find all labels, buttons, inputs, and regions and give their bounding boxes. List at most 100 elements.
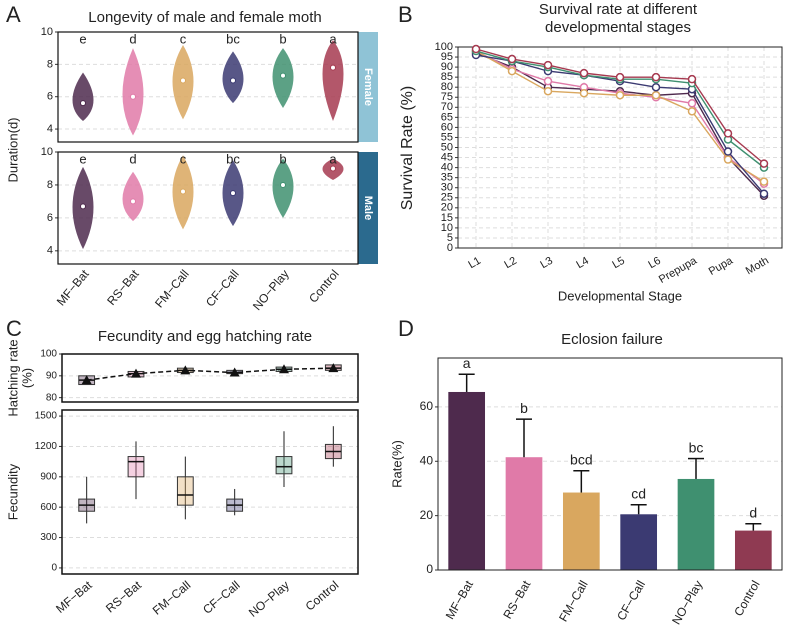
chart-title: Survival rate at different	[539, 1, 698, 18]
significance-letter: bc	[226, 31, 240, 46]
y-tick-label: 8	[47, 179, 53, 191]
strip-label: Male	[362, 196, 374, 220]
median-point	[330, 165, 336, 172]
point	[507, 66, 517, 76]
point	[723, 155, 733, 164]
x-tick-label: NO−Play	[669, 578, 705, 627]
point	[687, 107, 697, 116]
y-axis-label: (%)	[19, 368, 34, 388]
point	[687, 74, 697, 84]
y-tick-label: 10	[441, 222, 453, 234]
significance-letter: cd	[631, 485, 646, 501]
chart-title: Fecundity and egg hatching rate	[98, 328, 312, 345]
median-point	[280, 181, 286, 188]
y-axis-label: Hatching rate	[5, 339, 20, 416]
median-point	[130, 198, 136, 205]
plot-frame	[61, 353, 359, 403]
mean-marker	[180, 365, 191, 375]
y-tick-label: 55	[441, 131, 453, 143]
y-tick-label: 4	[47, 245, 53, 257]
violin	[322, 40, 344, 121]
point	[759, 177, 769, 186]
x-tick-label: FM−Call	[556, 578, 591, 624]
significance-letter: c	[180, 31, 187, 46]
y-tick-label: 70	[441, 101, 453, 113]
plot-frame	[57, 151, 359, 265]
x-tick-label: MF−Bat	[443, 578, 477, 622]
y-tick-label: 1500	[35, 411, 58, 422]
y-tick-label: 90	[441, 61, 453, 73]
significance-letter: b	[279, 151, 286, 166]
point	[651, 72, 661, 82]
point	[651, 90, 661, 100]
median-point	[330, 64, 336, 71]
point	[579, 88, 589, 98]
point	[507, 54, 517, 64]
point	[759, 189, 769, 198]
violin	[222, 51, 244, 104]
y-tick-label: 5	[447, 232, 453, 244]
x-tick-label: RS−Bat	[103, 578, 144, 616]
median-point	[230, 77, 236, 84]
strip	[358, 32, 378, 142]
y-axis-label: Rate(%)	[389, 440, 404, 488]
x-tick-label: FM−Call	[150, 578, 193, 618]
point	[615, 72, 625, 82]
y-tick-label: 100	[435, 41, 453, 53]
bar	[677, 478, 715, 570]
bar	[448, 391, 486, 570]
y-tick-label: 60	[441, 121, 453, 133]
strip-label: Female	[362, 68, 374, 106]
median-point	[280, 72, 286, 79]
plot-frame	[57, 31, 359, 143]
x-tick-label: MF−Bat	[54, 266, 92, 308]
y-tick-label: 0	[447, 242, 453, 254]
plot-frame	[437, 357, 783, 571]
y-tick-label: 10	[41, 146, 53, 158]
x-tick-label: L2	[502, 255, 519, 272]
bar	[562, 492, 600, 570]
y-tick-label: 80	[441, 81, 453, 93]
mean-marker	[131, 368, 141, 378]
x-tick-label: RS−Bat	[500, 578, 533, 622]
point	[543, 76, 553, 86]
x-tick-label: L6	[646, 255, 663, 272]
point	[687, 99, 697, 108]
x-tick-label: Control	[306, 267, 342, 306]
panel-label: D	[398, 316, 414, 341]
mean-marker	[279, 364, 289, 374]
x-tick-label: CF−Call	[203, 267, 242, 309]
point	[759, 159, 769, 168]
median-point	[130, 93, 136, 100]
x-tick-label: L5	[610, 255, 627, 272]
x-tick-label: Control	[303, 578, 342, 614]
x-axis-label: Developmental Stage	[558, 288, 682, 303]
y-tick-label: 35	[441, 172, 453, 184]
significance-letter: bc	[226, 151, 240, 166]
chart-title: developmental stages	[545, 19, 691, 36]
violin	[122, 48, 144, 136]
x-tick-label: RS−Bat	[104, 266, 142, 307]
y-tick-label: 80	[46, 392, 58, 403]
significance-letter: a	[463, 355, 471, 371]
y-tick-label: 4	[47, 123, 53, 135]
y-tick-label: 10	[41, 26, 53, 38]
y-tick-label: 85	[441, 71, 453, 83]
significance-letter: b	[520, 400, 528, 416]
y-tick-label: 100	[40, 349, 57, 360]
mean-marker	[229, 367, 240, 377]
plot-frame	[61, 409, 359, 575]
violin	[72, 72, 94, 121]
panel-label: C	[6, 316, 22, 341]
point	[723, 129, 733, 138]
y-tick-label: 20	[420, 508, 434, 522]
significance-letter: a	[329, 151, 337, 166]
violin	[272, 158, 294, 218]
y-tick-label: 60	[420, 399, 434, 413]
x-tick-label: Pupa	[707, 254, 736, 278]
x-tick-label: L3	[538, 255, 555, 272]
violin	[122, 171, 144, 222]
bar	[734, 530, 772, 570]
y-tick-label: 0	[426, 562, 433, 576]
